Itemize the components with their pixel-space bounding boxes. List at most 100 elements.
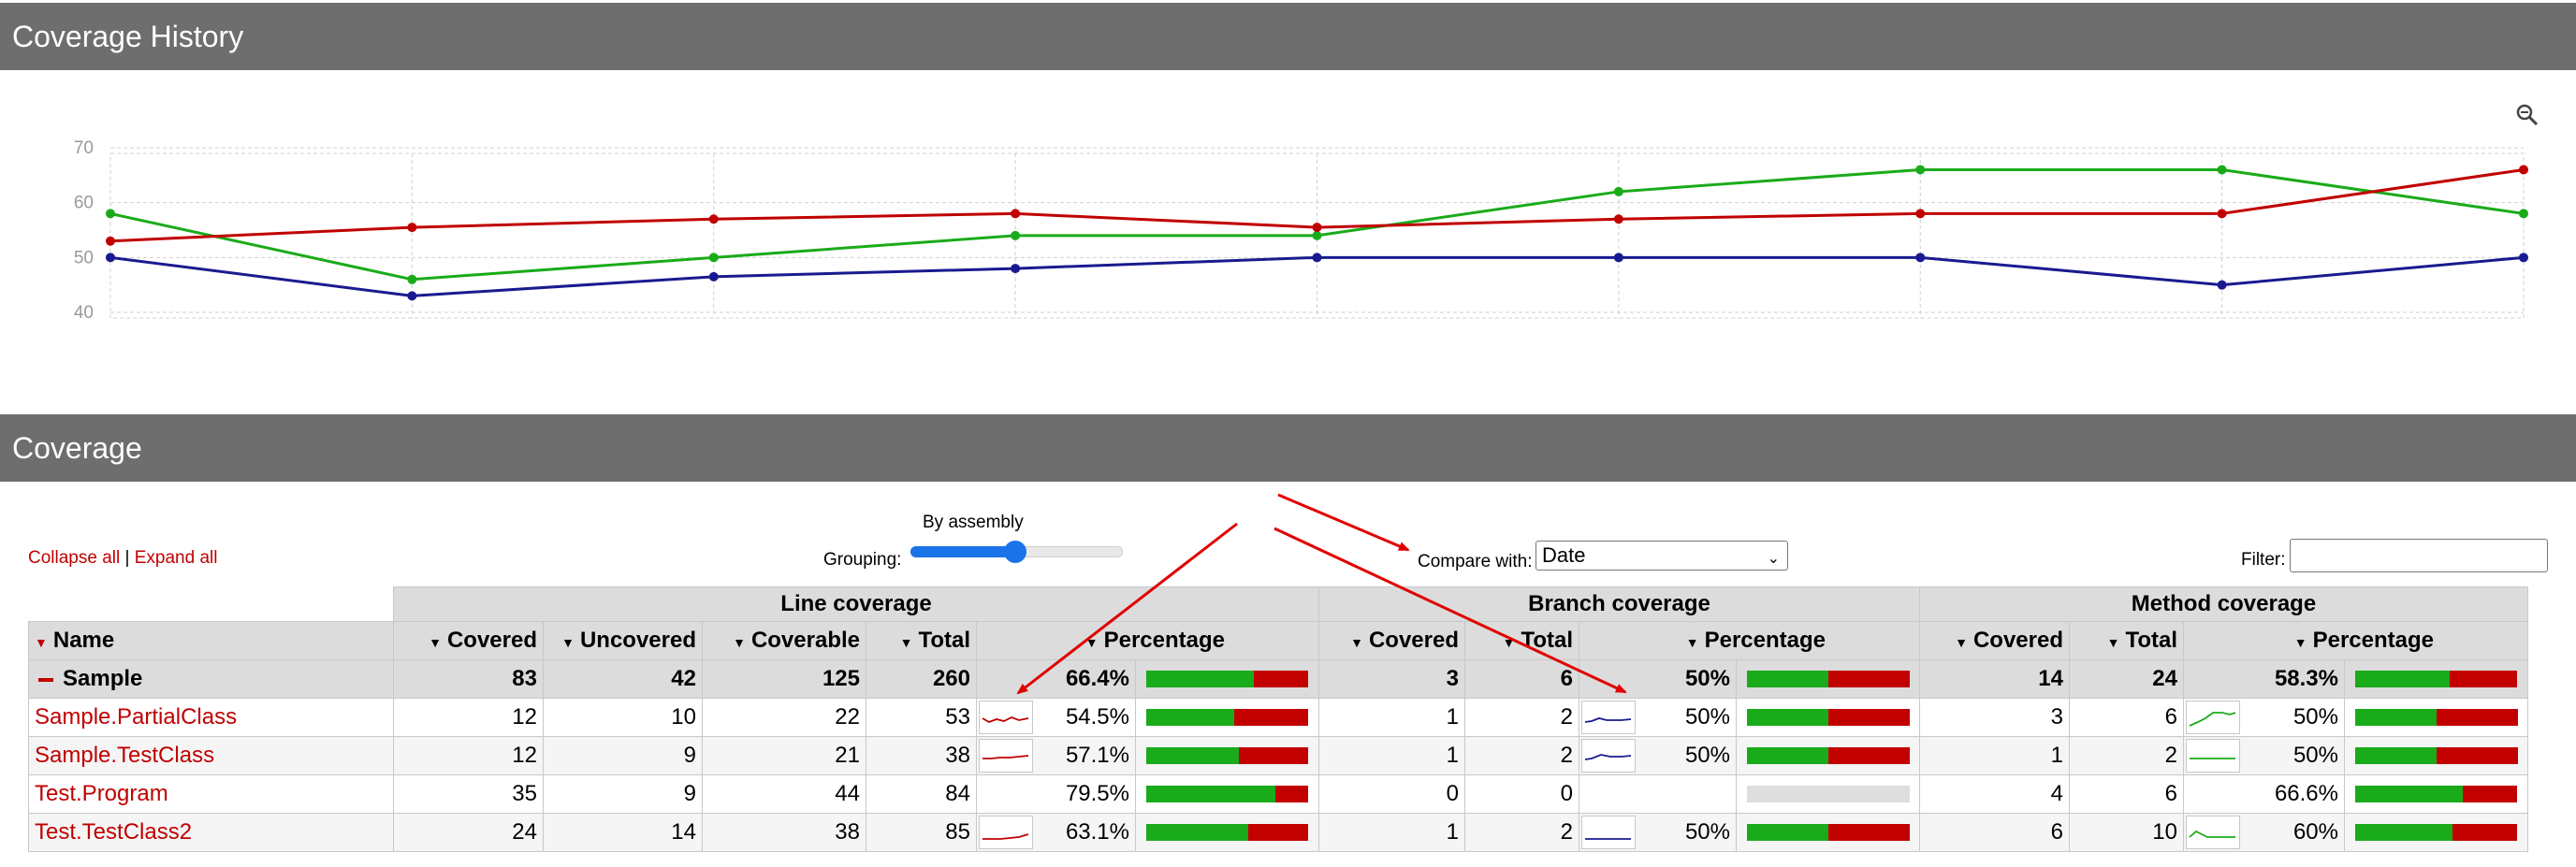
class-link[interactable]: Test.Program	[35, 781, 168, 806]
series-point-0	[1915, 165, 1926, 175]
method-coverage-bar	[2354, 709, 2518, 726]
series-point-1	[2217, 209, 2227, 219]
sort-arrow-icon: ▼	[899, 635, 913, 650]
sort-line-coverable[interactable]: ▼ Coverable	[702, 621, 866, 660]
method-total: 6	[2069, 698, 2184, 737]
branch-bar-cell	[1736, 774, 1920, 814]
class-name-cell[interactable]: Sample.TestClass	[28, 736, 394, 775]
class-link[interactable]: Test.TestClass2	[35, 819, 193, 845]
uncovered-segment	[2449, 671, 2518, 687]
coverage-history-chart: 70 60 50 40	[74, 138, 2528, 323]
uncovered-segment	[1254, 671, 1309, 687]
branch-total: 2	[1464, 736, 1579, 775]
series-point-2	[2519, 253, 2528, 263]
line-bar-cell	[1135, 774, 1319, 814]
covered-segment	[2354, 786, 2464, 802]
class-name-cell[interactable]: Test.TestClass2	[28, 813, 394, 852]
series-point-0	[407, 274, 417, 284]
line-coverage-bar	[1145, 824, 1309, 841]
sort-arrow-icon: ▼	[1350, 635, 1363, 650]
collapse-icon[interactable]	[38, 677, 53, 682]
line-coverable: 44	[702, 774, 866, 814]
sort-line-total[interactable]: ▼ Total	[866, 621, 977, 660]
line-total: 84	[866, 774, 977, 814]
assembly-name-cell[interactable]: Sample	[28, 659, 394, 699]
class-name-cell[interactable]: Sample.PartialClass	[28, 698, 394, 737]
covered-segment	[1145, 786, 1275, 802]
sort-method-total[interactable]: ▼ Total	[2069, 621, 2184, 660]
sort-branch-total[interactable]: ▼ Total	[1464, 621, 1579, 660]
link-separator: |	[124, 548, 130, 568]
class-row[interactable]: Test.TestClass2 24 14 38 85 63.1% 1 2 50% 6 10 60%	[28, 813, 2528, 852]
method-covered: 4	[1919, 774, 2070, 814]
class-name-cell[interactable]: Test.Program	[28, 774, 394, 814]
covered-segment	[1145, 709, 1235, 726]
method-percentage: 66.6%	[2183, 774, 2345, 814]
method-total: 2	[2069, 736, 2184, 775]
branch-total: 0	[1464, 774, 1579, 814]
col-label: Uncovered	[579, 628, 696, 653]
line-total: 38	[866, 736, 977, 775]
line-bar-cell	[1135, 736, 1319, 775]
collapse-all-link[interactable]: Collapse all	[28, 548, 121, 568]
y-tick-label: 50	[74, 248, 94, 267]
branch-covered: 1	[1318, 736, 1465, 775]
class-row[interactable]: Sample.TestClass 12 9 21 38 57.1% 1 2 50% 1 2 50%	[28, 736, 2528, 775]
filter-label: Filter:	[2241, 550, 2286, 570]
branch-total: 2	[1464, 813, 1579, 852]
branch-percentage-value: 50%	[1684, 819, 1730, 845]
method-total: 6	[2069, 774, 2184, 814]
sort-branch-percentage[interactable]: ▼ Percentage	[1579, 621, 1920, 660]
branch-percentage-value: 50%	[1684, 743, 1730, 768]
series-point-2	[407, 291, 417, 301]
sort-branch-covered[interactable]: ▼ Covered	[1318, 621, 1465, 660]
expand-all-link[interactable]: Expand all	[134, 548, 218, 568]
line-coverage-bar	[1145, 786, 1309, 802]
class-row[interactable]: Sample.PartialClass 12 10 22 53 54.5% 1 2 50% 3 6 5…	[28, 698, 2528, 737]
branch-percentage: 50%	[1579, 659, 1737, 699]
method-covered: 1	[1919, 736, 2070, 775]
coverage-toolbar: Collapse all | Expand all By assembly Gr…	[0, 505, 2576, 580]
zoom-out-icon[interactable]	[2515, 103, 2540, 127]
method-total: 10	[2069, 813, 2184, 852]
compare-select[interactable]: Date ⌄	[1535, 541, 1788, 571]
method-bar-cell	[2344, 698, 2528, 737]
branch-coverage-header: Branch coverage	[1318, 586, 1920, 622]
method-coverage-header: Method coverage	[1919, 586, 2528, 622]
sort-arrow-icon: ▼	[1685, 635, 1699, 650]
method-covered: 6	[1919, 813, 2070, 852]
method-percentage: 50%	[2183, 736, 2345, 775]
sort-line-percentage[interactable]: ▼ Percentage	[976, 621, 1319, 660]
sort-arrow-icon: ▼	[429, 635, 442, 650]
method-covered: 14	[1919, 659, 2070, 699]
class-link[interactable]: Sample.PartialClass	[35, 704, 238, 730]
class-link[interactable]: Sample.TestClass	[35, 743, 215, 768]
sort-line-uncovered[interactable]: ▼ Uncovered	[543, 621, 703, 660]
sort-arrow-icon: ▼	[733, 635, 746, 650]
class-row[interactable]: Test.Program 35 9 44 84 79.5% 0 0 4 6 66.6%	[28, 774, 2528, 814]
coverage-history-title: Coverage History	[12, 20, 244, 53]
uncovered-segment	[1274, 786, 1309, 802]
assembly-row[interactable]: Sample 83 42 125 260 66.4% 3 6 50% 14 24…	[28, 659, 2528, 699]
filter-input[interactable]	[2290, 539, 2548, 572]
sort-name[interactable]: ▼ Name	[28, 621, 394, 660]
method-bar-cell	[2344, 736, 2528, 775]
uncovered-segment	[1234, 709, 1309, 726]
line-uncovered: 9	[543, 736, 703, 775]
sort-line-covered[interactable]: ▼ Covered	[393, 621, 544, 660]
line-percentage: 66.4%	[976, 659, 1136, 699]
method-percentage-value: 50%	[2292, 743, 2338, 768]
slider-thumb[interactable]	[1004, 541, 1026, 563]
sort-method-percentage[interactable]: ▼ Percentage	[2183, 621, 2528, 660]
method-bar-cell	[2344, 774, 2528, 814]
covered-segment	[1145, 747, 1239, 764]
sort-method-covered[interactable]: ▼ Covered	[1919, 621, 2070, 660]
uncovered-segment	[1248, 824, 1309, 841]
line-covered: 24	[393, 813, 544, 852]
series-point-0	[708, 253, 719, 263]
grouping-slider[interactable]	[910, 541, 1123, 563]
branch-covered: 3	[1318, 659, 1465, 699]
branch-bar-cell	[1736, 736, 1920, 775]
sort-arrow-icon: ▼	[1955, 635, 1968, 650]
line-coverage-bar	[1145, 747, 1309, 764]
